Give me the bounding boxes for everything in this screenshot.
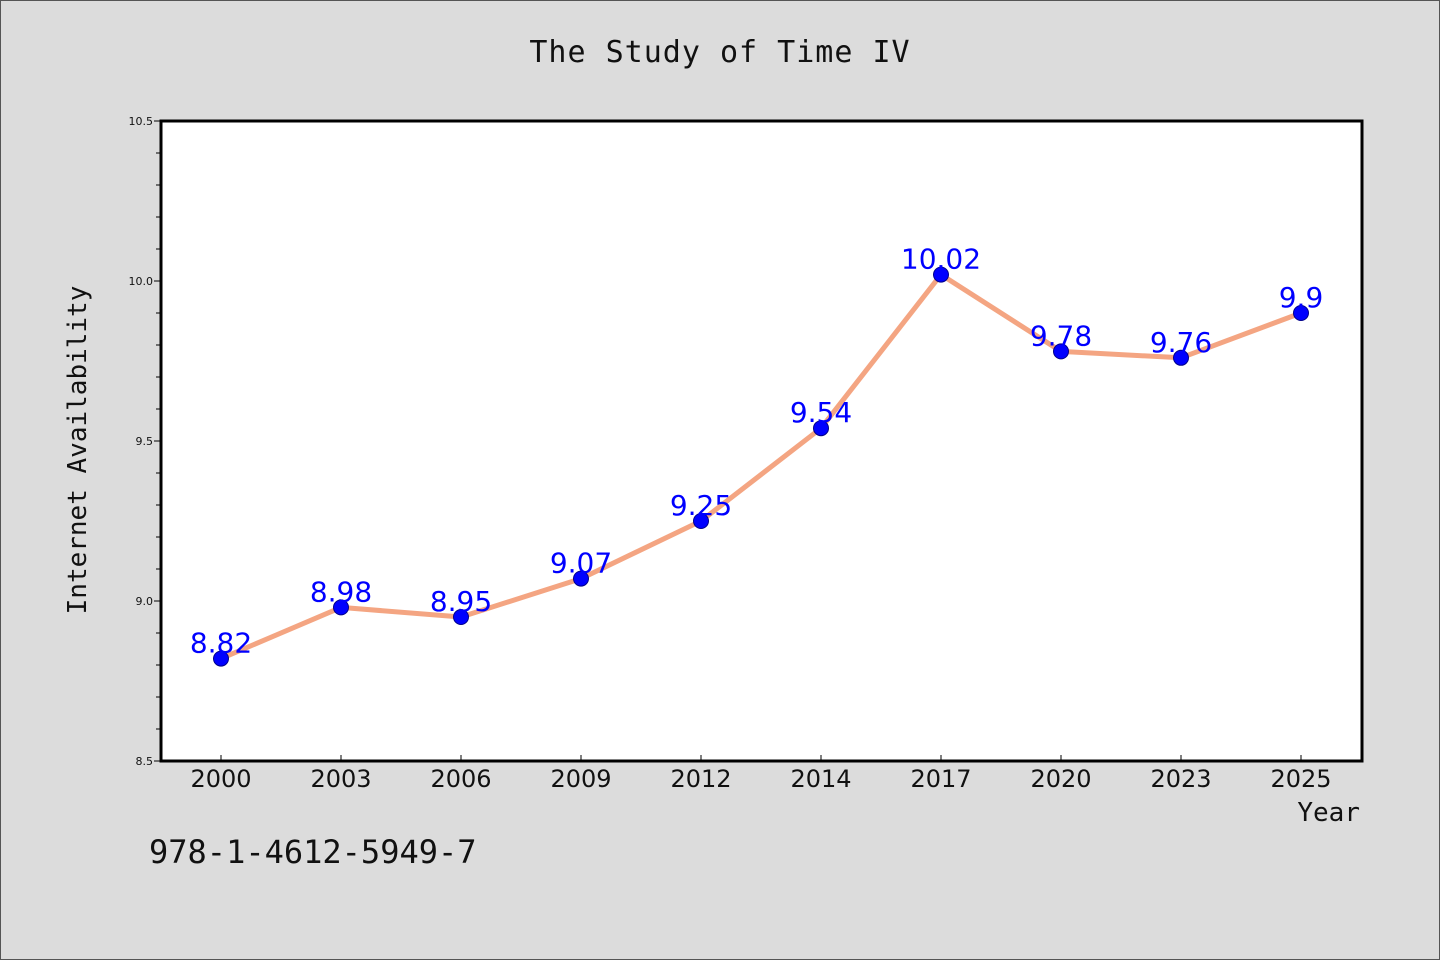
x-axis-ticks: 2000 2003 2006 2009 2012 2014 2017 2020 2023 2025 [190, 755, 1332, 793]
x-tick-label: 2014 [790, 765, 851, 793]
data-point [453, 609, 469, 625]
x-tick-label: 2000 [190, 765, 251, 793]
data-point [573, 570, 589, 587]
data-point [693, 513, 709, 529]
data-label: 8.98 [310, 575, 372, 608]
data-label: 9.76 [1150, 326, 1212, 359]
x-tick-label: 2012 [670, 765, 731, 793]
x-tick-label: 2017 [910, 765, 971, 793]
y-axis-label: Internet Availability [63, 286, 93, 615]
chart-title: The Study of Time IV [529, 35, 911, 70]
y-tick-label: 8.5 [136, 755, 154, 768]
data-label: 9.78 [1030, 319, 1092, 352]
isbn-text: 978-1-4612-5949-7 [149, 833, 477, 871]
data-labels: 8.82 8.98 8.95 9.07 9.25 9.54 10.02 9.78 9.76 9.9 [190, 243, 1323, 660]
data-markers [213, 266, 1309, 667]
data-label: 9.25 [670, 489, 732, 522]
y-tick-label: 9.5 [136, 435, 154, 448]
x-tick-label: 2009 [550, 765, 611, 793]
x-tick-label: 2023 [1150, 765, 1211, 793]
x-tick-label: 2003 [310, 765, 371, 793]
data-point [333, 599, 349, 616]
data-point [933, 266, 949, 283]
x-axis-label: Year [1297, 798, 1360, 828]
data-point [813, 420, 829, 437]
data-label: 9.07 [550, 547, 612, 580]
data-point [1293, 305, 1309, 321]
y-tick-label: 10.5 [129, 115, 154, 128]
data-label: 8.82 [190, 627, 252, 660]
series-line [218, 272, 1304, 662]
y-tick-label: 10.0 [129, 275, 154, 288]
data-point [1173, 349, 1189, 366]
x-tick-label: 2020 [1030, 765, 1091, 793]
data-point [213, 650, 229, 667]
data-label: 9.9 [1279, 281, 1324, 314]
data-point [1053, 343, 1069, 360]
data-label: 9.54 [790, 396, 852, 429]
x-tick-label: 2025 [1270, 765, 1331, 793]
y-tick-label: 9.0 [136, 595, 154, 608]
data-label: 10.02 [901, 243, 981, 276]
data-label: 8.95 [430, 585, 492, 618]
y-minor-ticks [156, 152, 161, 730]
y-axis-ticks: 8.5 9.0 9.5 10.0 10.5 [129, 115, 161, 768]
x-tick-label: 2006 [430, 765, 491, 793]
plot-area [159, 119, 1364, 763]
